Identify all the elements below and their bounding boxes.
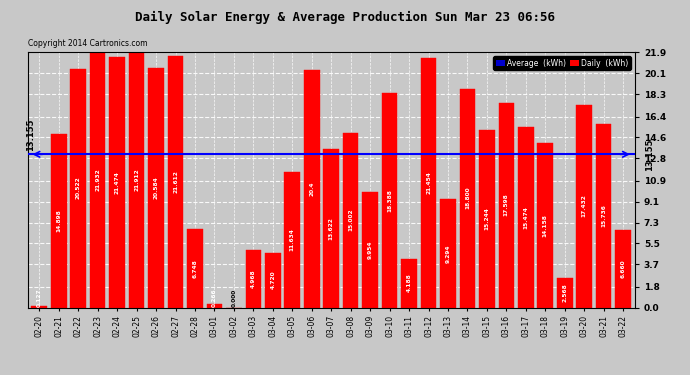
Bar [382,93,397,308]
Bar [421,58,436,308]
Text: 15.736: 15.736 [601,204,606,227]
Bar [557,278,573,308]
Text: 18.800: 18.800 [465,187,470,209]
Text: 21.912: 21.912 [134,168,139,191]
Text: Copyright 2014 Cartronics.com: Copyright 2014 Cartronics.com [28,39,147,48]
Text: 4.188: 4.188 [406,274,411,292]
Bar [576,105,592,308]
Bar [32,306,47,308]
Text: 0.127: 0.127 [37,288,42,307]
Text: 20.522: 20.522 [76,177,81,200]
Bar [343,133,358,308]
Text: 21.474: 21.474 [115,171,119,194]
Text: 20.4: 20.4 [309,182,314,196]
Text: 13.155: 13.155 [645,138,654,171]
Bar [402,259,417,308]
Bar [109,57,125,308]
Bar [90,52,106,308]
Bar [206,304,222,307]
Text: 14.158: 14.158 [543,214,548,237]
Bar [538,142,553,308]
Text: 15.002: 15.002 [348,209,353,231]
Bar [479,130,495,308]
Text: 21.454: 21.454 [426,171,431,194]
Bar [362,192,378,308]
Text: 0.000: 0.000 [231,289,237,307]
Text: 13.155: 13.155 [26,118,35,151]
Legend: Average  (kWh), Daily  (kWh): Average (kWh), Daily (kWh) [493,56,631,70]
Text: 15.474: 15.474 [523,206,529,229]
Bar [304,70,319,308]
Bar [148,68,164,308]
Bar [168,56,184,308]
Text: 11.634: 11.634 [290,228,295,251]
Text: 0.266: 0.266 [212,288,217,307]
Text: 4.968: 4.968 [251,269,256,288]
Bar [596,124,611,308]
Text: 17.598: 17.598 [504,194,509,216]
Text: 17.432: 17.432 [582,195,586,217]
Text: 18.388: 18.388 [387,189,392,212]
Text: 4.720: 4.720 [270,271,275,290]
Bar [440,199,456,308]
Bar [324,149,339,308]
Bar [129,53,144,308]
Bar [246,250,261,308]
Bar [460,88,475,308]
Bar [284,172,300,308]
Text: Daily Solar Energy & Average Production Sun Mar 23 06:56: Daily Solar Energy & Average Production … [135,11,555,24]
Text: 2.568: 2.568 [562,283,567,302]
Text: 9.954: 9.954 [368,240,373,259]
Text: 15.244: 15.244 [484,207,489,230]
Bar [518,128,533,308]
Text: 14.898: 14.898 [57,209,61,232]
Text: 9.294: 9.294 [446,244,451,262]
Bar [51,134,66,308]
Text: 21.932: 21.932 [95,168,100,191]
Text: 6.748: 6.748 [193,259,197,278]
Text: 20.584: 20.584 [154,176,159,199]
Bar [70,69,86,308]
Text: 6.660: 6.660 [620,260,626,278]
Text: 13.622: 13.622 [328,217,334,240]
Bar [265,252,281,308]
Text: 21.612: 21.612 [173,170,178,193]
Bar [615,230,631,308]
Bar [499,103,514,308]
Bar [187,229,203,308]
